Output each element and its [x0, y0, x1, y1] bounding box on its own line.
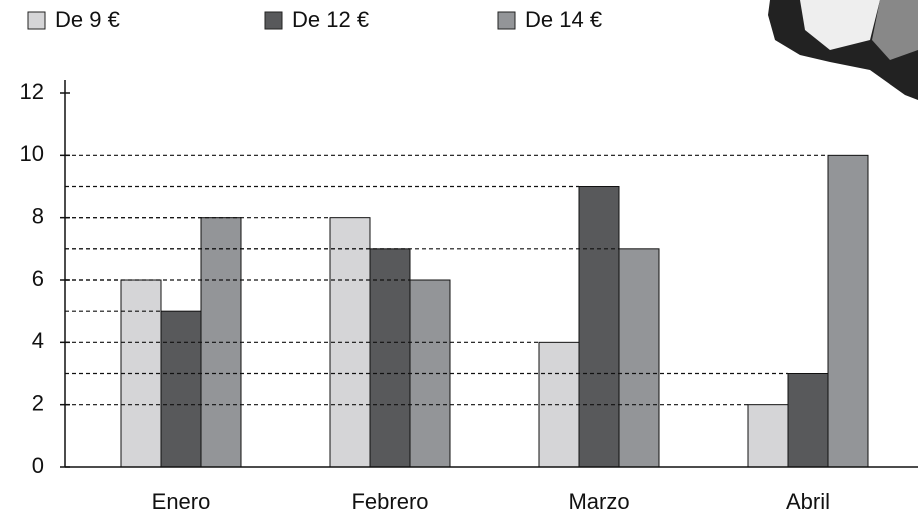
- x-tick-label: Enero: [152, 489, 211, 514]
- bar: [827, 154, 869, 468]
- bar: [787, 373, 829, 468]
- t-shirt-image: [768, 0, 918, 100]
- bar: [578, 186, 620, 468]
- legend-label: De 9 €: [55, 7, 120, 32]
- y-tick-label: 12: [20, 79, 44, 104]
- y-tick-label: 8: [32, 203, 44, 228]
- bar: [369, 248, 411, 468]
- legend-swatch: [27, 11, 46, 30]
- y-tick-label: 0: [32, 453, 44, 478]
- legend-label: De 14 €: [525, 7, 602, 32]
- x-tick-label: Febrero: [351, 489, 428, 514]
- legend-label: De 12 €: [292, 7, 369, 32]
- bar: [120, 279, 162, 468]
- x-tick-label: Abril: [786, 489, 830, 514]
- bar: [160, 310, 202, 468]
- y-tick-label: 2: [32, 390, 44, 415]
- y-tick-label: 10: [20, 141, 44, 166]
- bar: [618, 248, 660, 468]
- y-tick-label: 4: [32, 328, 44, 353]
- x-tick-label: Marzo: [568, 489, 629, 514]
- legend-swatch: [497, 11, 516, 30]
- y-tick-label: 6: [32, 266, 44, 291]
- bar: [747, 404, 789, 468]
- legend-swatch: [264, 11, 283, 30]
- bar: [329, 217, 371, 468]
